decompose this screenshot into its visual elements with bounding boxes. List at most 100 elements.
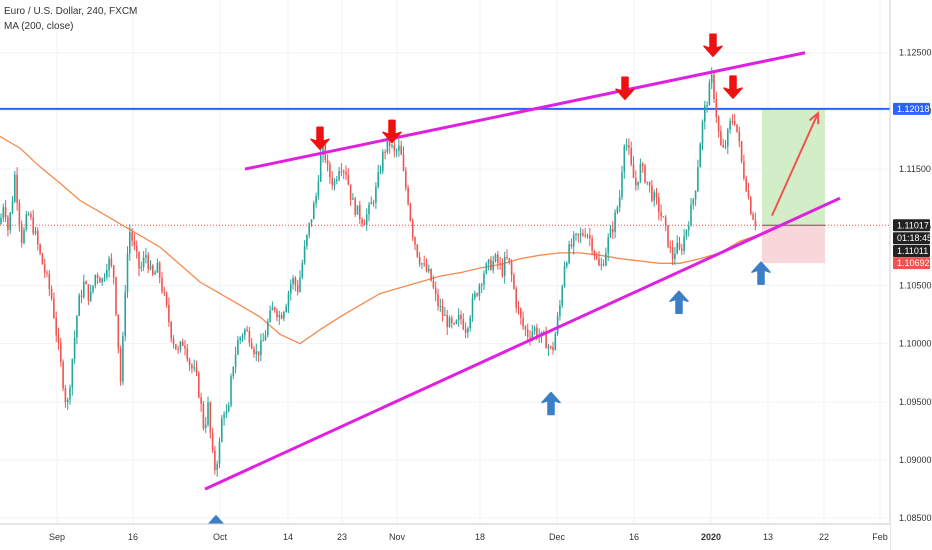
- indicator-label: MA (200, close): [4, 21, 74, 32]
- candle-body: [230, 376, 232, 406]
- candle-body: [299, 277, 301, 292]
- candle-body: [407, 187, 409, 204]
- candle-body: [340, 171, 343, 173]
- candle-body: [469, 317, 471, 329]
- candle-body: [250, 342, 253, 349]
- candle-body: [20, 223, 23, 243]
- time-tick-label: 16: [128, 532, 138, 542]
- candle-body: [161, 277, 163, 292]
- price-axis[interactable]: 1.125001.120001.115001.110001.105001.100…: [889, 0, 932, 550]
- candle-body: [177, 349, 179, 351]
- time-axis[interactable]: Sep 16 Oct 14 23 Nov 18 Dec 16 2020 13 22 Feb: [0, 523, 890, 550]
- candle-body: [53, 298, 55, 318]
- candle-body: [135, 245, 138, 252]
- candle-body: [556, 316, 559, 334]
- candle-body: [605, 253, 607, 266]
- candle-body: [9, 212, 11, 231]
- candle-body: [522, 317, 524, 327]
- time-axis-bg: [0, 524, 890, 550]
- candle-body: [501, 264, 504, 276]
- candle-body: [50, 289, 53, 299]
- lower-trendline[interactable]: [204, 196, 841, 491]
- candle-body: [483, 273, 485, 285]
- stop-zone: [762, 225, 825, 264]
- candle-body: [425, 263, 428, 272]
- candle-body: [637, 181, 639, 186]
- down-arrow-icon: [703, 33, 723, 57]
- candle-body: [379, 171, 382, 173]
- price-badge-timer: [893, 232, 930, 245]
- candle-body: [336, 179, 338, 182]
- candle-body: [549, 346, 552, 348]
- candle-body: [437, 294, 439, 307]
- price-badge-label: 1.11011: [897, 246, 928, 256]
- price-tick-label: 1.10500: [899, 280, 932, 290]
- candle-body: [257, 351, 260, 356]
- candle-body: [531, 331, 534, 338]
- candle-body: [92, 285, 94, 292]
- price-badge-label: 1.10692: [897, 258, 930, 268]
- candle-body: [414, 237, 416, 245]
- candle-body: [494, 254, 497, 261]
- candle-body: [278, 315, 281, 318]
- candle-body: [448, 317, 451, 328]
- candle-body: [411, 220, 414, 238]
- candle-body: [117, 314, 120, 349]
- candle-body: [589, 235, 591, 239]
- candle-body: [308, 223, 310, 236]
- candle-body: [566, 262, 568, 267]
- candle-body: [184, 345, 186, 349]
- candle-body: [69, 387, 71, 400]
- position-boxes: [762, 108, 825, 264]
- candle-body: [16, 174, 18, 203]
- candle-body: [722, 144, 724, 148]
- candle-body: [301, 263, 304, 278]
- resistance-line[interactable]: [0, 107, 890, 226]
- candle-body: [701, 121, 704, 144]
- candle-body: [704, 105, 706, 122]
- candle-body: [103, 277, 106, 279]
- candle-body: [223, 414, 225, 419]
- candle-body: [14, 174, 16, 202]
- candle-body: [202, 403, 205, 429]
- price-badge-resistance: [893, 102, 930, 115]
- price-badge-timer: [893, 245, 930, 258]
- time-tick-label: 23: [337, 532, 347, 542]
- candle-body: [138, 251, 140, 269]
- candle-body: [625, 145, 628, 147]
- upper-trendline[interactable]: [244, 51, 806, 171]
- candle-body: [457, 314, 460, 321]
- projection-arrow[interactable]: [771, 112, 819, 217]
- price-tick-label: 1.10000: [899, 339, 932, 349]
- candle-body: [513, 275, 515, 289]
- candle-body: [710, 74, 713, 83]
- candle-body: [676, 242, 678, 254]
- candle-body: [227, 405, 230, 412]
- candle-body: [60, 342, 62, 363]
- candle-body: [706, 105, 708, 107]
- candle-body: [559, 305, 561, 317]
- candle-body: [731, 120, 734, 122]
- candle-body: [186, 348, 189, 360]
- candle-body: [717, 117, 720, 132]
- candle-body: [503, 256, 506, 276]
- candle-body: [584, 235, 586, 237]
- candle-body: [85, 281, 87, 285]
- candle-body: [754, 219, 757, 227]
- candle-body: [464, 328, 467, 333]
- trendlines[interactable]: [204, 51, 841, 491]
- candle-body: [612, 228, 614, 232]
- candle-body: [602, 264, 605, 266]
- candle-body: [7, 217, 9, 231]
- candle-body: [25, 214, 28, 230]
- candle-body: [641, 163, 644, 166]
- candle-body: [453, 323, 455, 325]
- time-tick-label: Sep: [49, 532, 65, 542]
- time-tick-label: 14: [283, 532, 293, 542]
- candle-body: [409, 203, 412, 221]
- candle-body: [204, 424, 207, 429]
- time-tick-label: Dec: [549, 532, 566, 542]
- candle-body: [106, 269, 108, 278]
- candle-body: [492, 260, 494, 270]
